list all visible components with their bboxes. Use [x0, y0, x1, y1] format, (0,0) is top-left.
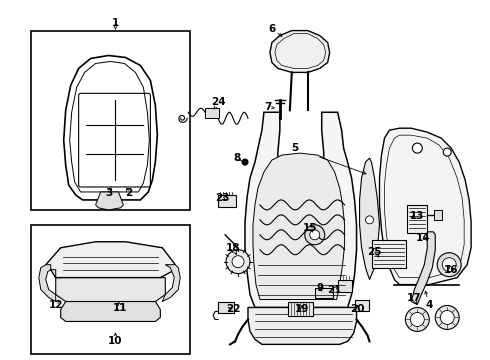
Circle shape	[413, 143, 422, 153]
Text: 20: 20	[350, 305, 365, 315]
Text: 1: 1	[112, 18, 119, 28]
Circle shape	[366, 216, 373, 224]
Polygon shape	[245, 112, 357, 307]
Text: 12: 12	[49, 300, 63, 310]
Text: 25: 25	[367, 247, 382, 257]
Text: 21: 21	[327, 284, 342, 294]
Text: 17: 17	[407, 293, 422, 302]
Bar	[434, 210, 442, 220]
Circle shape	[305, 225, 325, 245]
Text: 8: 8	[233, 153, 241, 163]
Text: 24: 24	[211, 97, 225, 107]
Polygon shape	[270, 31, 330, 72]
Bar	[355, 300, 368, 311]
Text: 4: 4	[426, 300, 433, 310]
Text: 10: 10	[108, 336, 123, 346]
Polygon shape	[162, 265, 180, 302]
Text: 19: 19	[294, 305, 309, 315]
Circle shape	[440, 310, 454, 324]
Text: 13: 13	[410, 211, 424, 221]
Bar	[31, 31, 190, 210]
Circle shape	[242, 159, 248, 165]
Circle shape	[232, 256, 244, 268]
Polygon shape	[39, 265, 56, 302]
Circle shape	[226, 250, 250, 274]
Circle shape	[443, 148, 451, 156]
Text: 9: 9	[316, 283, 323, 293]
Bar	[218, 302, 234, 314]
Text: 15: 15	[302, 223, 317, 233]
Text: 7: 7	[264, 102, 271, 112]
Text: 16: 16	[444, 265, 459, 275]
Bar	[407, 205, 427, 233]
Polygon shape	[412, 232, 435, 305]
Circle shape	[405, 307, 429, 332]
Circle shape	[442, 258, 456, 272]
Polygon shape	[379, 128, 471, 285]
Bar	[371, 240, 406, 268]
Polygon shape	[46, 242, 175, 278]
Bar	[315, 288, 333, 298]
Polygon shape	[360, 158, 379, 280]
Text: 14: 14	[416, 233, 431, 243]
Circle shape	[410, 312, 424, 327]
Circle shape	[435, 306, 459, 329]
Text: 3: 3	[105, 188, 112, 198]
Text: 23: 23	[215, 193, 229, 203]
Bar	[31, 225, 190, 354]
Bar	[205, 108, 219, 118]
Text: 5: 5	[291, 143, 298, 153]
Text: 2: 2	[125, 188, 132, 198]
Text: 18: 18	[226, 243, 240, 253]
Text: 6: 6	[268, 24, 275, 33]
Bar	[338, 280, 352, 292]
Text: 22: 22	[226, 305, 240, 315]
Polygon shape	[61, 302, 160, 321]
Circle shape	[310, 230, 319, 240]
Bar	[288, 302, 313, 316]
Polygon shape	[96, 192, 123, 210]
Polygon shape	[248, 307, 357, 345]
Polygon shape	[56, 248, 165, 302]
Bar	[218, 195, 236, 207]
Circle shape	[437, 253, 461, 276]
Text: 11: 11	[113, 302, 128, 312]
Polygon shape	[253, 153, 344, 300]
